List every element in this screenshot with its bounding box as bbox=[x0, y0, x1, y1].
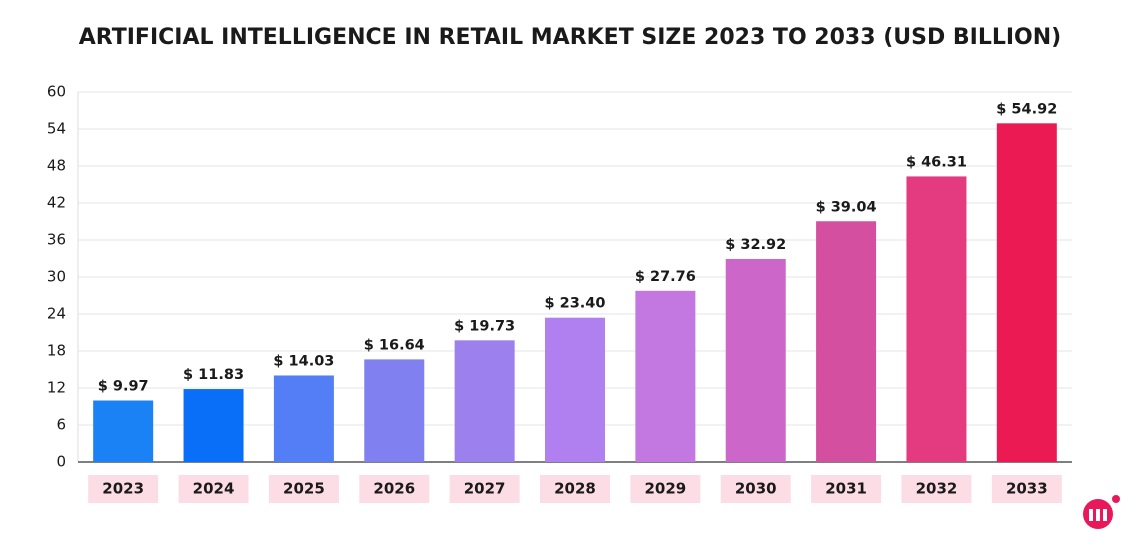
x-tick-box bbox=[720, 475, 791, 503]
bar bbox=[364, 359, 425, 462]
bar bbox=[454, 340, 515, 462]
y-tick-label: 24 bbox=[47, 305, 66, 323]
value-label: $ 39.04 bbox=[816, 199, 877, 215]
logo bbox=[1083, 495, 1120, 529]
y-tick-label: 12 bbox=[47, 379, 66, 397]
bar bbox=[183, 389, 244, 462]
bar bbox=[996, 123, 1057, 463]
x-tick-label: 2028 bbox=[554, 480, 596, 498]
y-tick-label: 18 bbox=[47, 342, 66, 360]
x-tick-label: 2031 bbox=[825, 480, 867, 498]
bar bbox=[635, 290, 696, 462]
x-tick-box bbox=[540, 475, 610, 503]
bar bbox=[273, 375, 334, 462]
logo-stroke bbox=[1089, 509, 1093, 521]
x-tick-label: 2033 bbox=[1006, 480, 1048, 498]
y-tick-label: 0 bbox=[56, 453, 66, 471]
value-label: $ 32.92 bbox=[725, 237, 786, 253]
value-label: $ 11.83 bbox=[183, 367, 244, 383]
bar bbox=[545, 317, 605, 462]
value-label: $ 16.64 bbox=[364, 337, 425, 353]
value-label: $ 9.97 bbox=[98, 379, 149, 395]
bar bbox=[725, 258, 786, 462]
x-tick-box bbox=[630, 475, 701, 503]
x-tick-box bbox=[449, 475, 520, 503]
x-tick-label: 2027 bbox=[464, 480, 506, 498]
bar bbox=[816, 221, 877, 462]
y-tick-label: 54 bbox=[47, 120, 66, 138]
x-tick-box bbox=[88, 475, 159, 503]
value-label: $ 23.40 bbox=[544, 296, 605, 312]
y-tick-label: 42 bbox=[47, 194, 66, 212]
logo-dot bbox=[1112, 495, 1120, 503]
logo-stroke bbox=[1103, 509, 1107, 521]
x-tick-box bbox=[268, 475, 339, 503]
y-tick-label: 48 bbox=[47, 157, 66, 175]
bar bbox=[906, 176, 967, 462]
y-tick-label: 36 bbox=[47, 231, 66, 249]
value-label: $ 14.03 bbox=[273, 353, 334, 369]
chart-title: ARTIFICIAL INTELLIGENCE IN RETAIL MARKET… bbox=[79, 25, 1061, 50]
x-tick-label: 2024 bbox=[193, 480, 235, 498]
value-label: $ 46.31 bbox=[906, 154, 967, 170]
x-tick-box bbox=[901, 475, 972, 503]
x-tick-box bbox=[811, 475, 882, 503]
x-tick-box bbox=[359, 475, 430, 503]
value-label: $ 54.92 bbox=[996, 101, 1057, 117]
x-tick-label: 2023 bbox=[102, 480, 144, 498]
bar bbox=[93, 400, 154, 462]
value-label: $ 19.73 bbox=[454, 318, 515, 334]
x-tick-label: 2029 bbox=[644, 480, 686, 498]
x-tick-box bbox=[991, 475, 1062, 503]
logo-stroke bbox=[1096, 509, 1100, 521]
x-tick-label: 2025 bbox=[283, 480, 325, 498]
y-tick-label: 6 bbox=[56, 416, 66, 434]
x-tick-box bbox=[178, 475, 249, 503]
value-label: $ 27.76 bbox=[635, 269, 696, 285]
y-tick-label: 30 bbox=[47, 268, 66, 286]
x-tick-label: 2030 bbox=[735, 480, 777, 498]
y-tick-label: 60 bbox=[47, 83, 66, 101]
x-tick-label: 2026 bbox=[373, 480, 415, 498]
x-tick-label: 2032 bbox=[916, 480, 958, 498]
